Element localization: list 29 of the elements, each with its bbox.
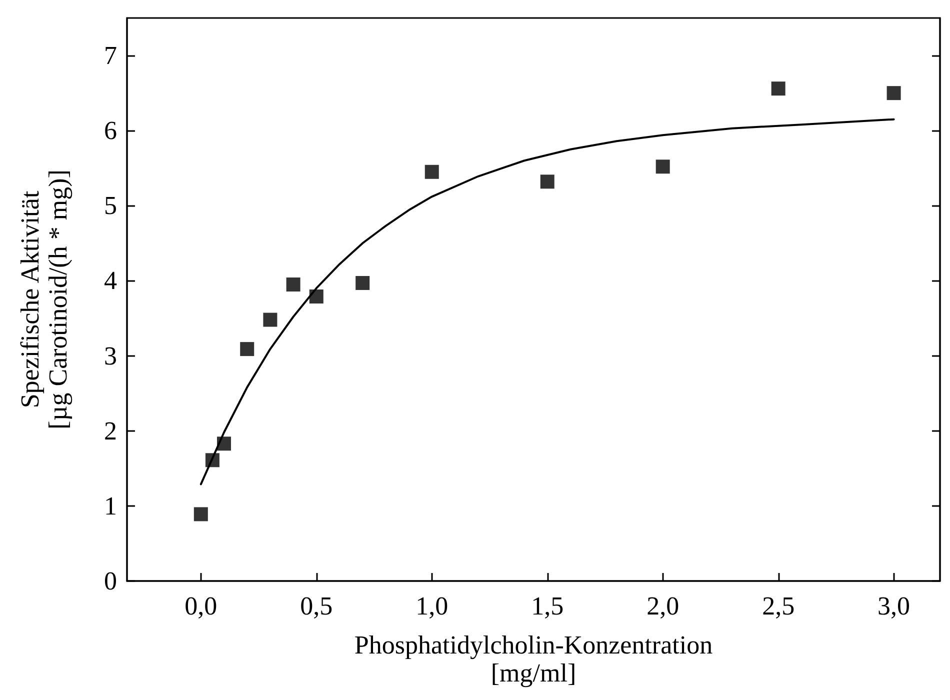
point xyxy=(540,174,554,189)
point xyxy=(286,277,300,292)
y-tick-label: 3 xyxy=(104,341,117,370)
x-axis-title: Phosphatidylcholin-Konzentration [mg/ml] xyxy=(354,630,713,688)
point xyxy=(263,312,278,327)
y-tick-label: 5 xyxy=(104,191,117,220)
x-tick-label: 1,0 xyxy=(416,592,448,620)
y-tick-label: 2 xyxy=(104,416,117,446)
point xyxy=(886,86,901,100)
x-tick-label: 1,5 xyxy=(531,592,564,620)
point xyxy=(240,342,254,356)
y-tick-label: 7 xyxy=(104,41,117,70)
y-axis-title: Spezifische Aktivität [µg Carotinoid/(h * mg)] xyxy=(16,170,72,430)
y-tick-label: 6 xyxy=(104,116,117,146)
line-series xyxy=(200,118,895,486)
x-tick-label: 2,5 xyxy=(762,592,795,620)
y-tick-label: 1 xyxy=(104,491,117,520)
x-tick-label: 0,5 xyxy=(300,592,333,620)
point xyxy=(194,507,208,522)
point xyxy=(356,276,370,290)
y-tick-label: 4 xyxy=(104,266,117,296)
x-tick-label: 3,0 xyxy=(878,592,910,620)
y-tick-label: 0 xyxy=(104,566,117,596)
point xyxy=(309,289,324,304)
point xyxy=(771,82,786,96)
point xyxy=(656,160,670,174)
x-tick-label: 2,0 xyxy=(646,592,680,620)
x-tick-label: 0,0 xyxy=(184,592,218,620)
point xyxy=(424,164,439,179)
